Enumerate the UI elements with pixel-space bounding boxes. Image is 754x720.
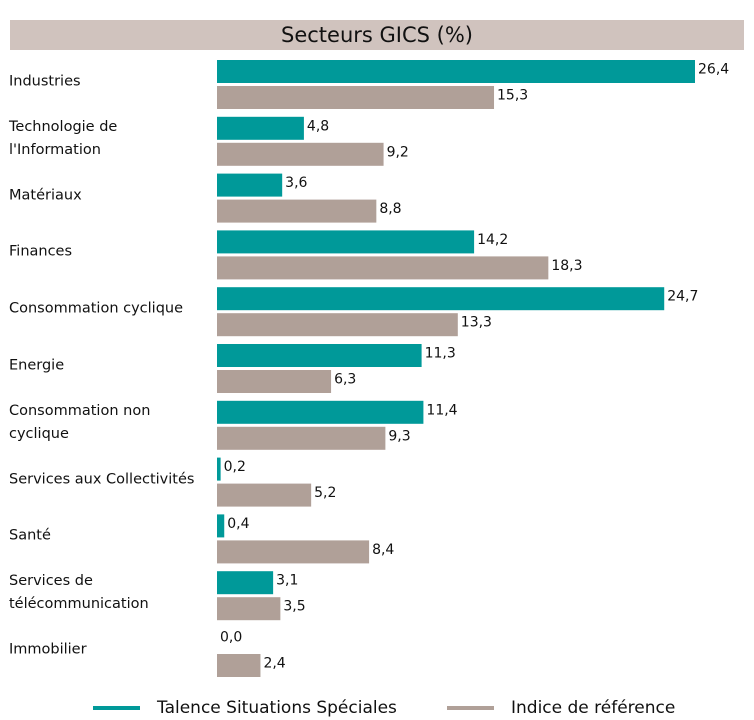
value-label: 24,7 — [667, 289, 698, 305]
value-label: 0,2 — [224, 459, 246, 475]
value-label: 0,4 — [227, 516, 249, 532]
bar — [217, 86, 495, 109]
bar — [217, 173, 283, 197]
bar — [217, 230, 475, 254]
value-label: 3,5 — [283, 599, 305, 615]
category-label: Consommation non cyclique — [9, 402, 151, 442]
bar — [217, 313, 458, 337]
bar — [217, 256, 549, 280]
category-label: Santé — [9, 527, 51, 544]
category-label: Matériaux — [9, 187, 82, 204]
category-label: Energie — [9, 357, 65, 374]
title-bar — [10, 20, 744, 50]
bar — [217, 370, 332, 393]
bar — [217, 540, 370, 564]
bar — [217, 60, 695, 83]
value-label: 26,4 — [698, 62, 729, 78]
category-label: Technologie de l'Information — [9, 118, 118, 158]
bar — [217, 287, 665, 311]
value-label: 9,3 — [388, 428, 410, 444]
category-label: Industries — [9, 73, 81, 90]
bar — [217, 142, 384, 166]
legend-label: Talence Situations Spéciales — [156, 698, 397, 718]
value-label: 18,3 — [551, 258, 582, 274]
value-label: 11,4 — [426, 402, 457, 418]
value-label: 8,8 — [379, 201, 401, 217]
value-label: 14,2 — [477, 232, 508, 248]
bar — [217, 344, 422, 367]
value-label: 8,4 — [372, 542, 394, 558]
value-label: 5,2 — [314, 485, 336, 501]
category-label: Services de télécommunication — [9, 573, 149, 613]
bar — [217, 514, 225, 538]
value-label: 4,8 — [307, 118, 329, 134]
value-label: 6,3 — [334, 372, 356, 388]
value-label: 9,2 — [387, 144, 409, 160]
bar — [217, 400, 424, 424]
chart-title: Secteurs GICS (%) — [281, 23, 473, 47]
bar — [217, 116, 304, 140]
category-label: Services aux Collectivités — [9, 471, 195, 488]
bar — [217, 571, 274, 595]
category-label: Finances — [9, 243, 73, 260]
bar — [217, 597, 281, 621]
bar — [217, 483, 312, 507]
value-label: 3,1 — [276, 573, 298, 589]
value-label: 13,3 — [461, 315, 492, 331]
bar — [217, 457, 221, 481]
bar — [217, 426, 386, 450]
value-label: 2,4 — [263, 656, 285, 672]
value-label: 3,6 — [285, 175, 307, 191]
value-label: 15,3 — [497, 88, 528, 104]
category-label: Immobilier — [9, 641, 87, 658]
value-label: 11,3 — [425, 346, 456, 362]
bar — [217, 654, 261, 677]
value-label: 0,0 — [220, 630, 242, 646]
category-label: Consommation cyclique — [9, 300, 184, 317]
bar — [217, 199, 377, 223]
legend-label: Indice de référence — [511, 698, 675, 718]
